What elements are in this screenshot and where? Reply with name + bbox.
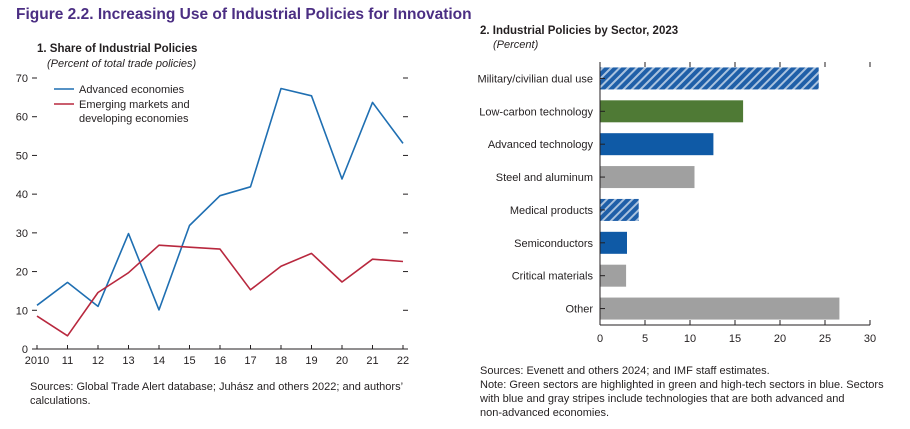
chart2-subtitle: (Percent) xyxy=(493,39,539,51)
chart1-subtitle: (Percent of total trade policies) xyxy=(47,58,197,70)
chart2-xtick-label: 15 xyxy=(729,333,741,345)
chart2-xtick-label: 0 xyxy=(597,333,603,345)
chart2-category-label: Steel and aluminum xyxy=(496,172,593,184)
right-note-line: non-advanced economies. xyxy=(480,407,610,419)
bar-critical-materials xyxy=(600,264,627,287)
chart2-category-label: Advanced technology xyxy=(488,139,594,151)
chart2-category-label: Semiconductors xyxy=(514,238,593,250)
chart2-xtick-label: 30 xyxy=(864,333,876,345)
chart1-title: 1. Share of Industrial Policies xyxy=(37,43,197,55)
chart1-xtick-label: 22 xyxy=(397,355,409,367)
chart2-category-label: Medical products xyxy=(510,205,594,217)
chart1-ytick-label: 60 xyxy=(16,112,28,124)
bar-chart-policies-by-sector: 2. Industrial Policies by Sector, 2023 (P… xyxy=(477,25,876,345)
right-note-line: Note: Green sectors are highlighted in g… xyxy=(480,379,884,391)
chart2-xtick-label: 20 xyxy=(774,333,786,345)
chart1-xtick-label: 13 xyxy=(122,355,134,367)
chart1-xtick-label: 14 xyxy=(153,355,165,367)
chart2-xtick-label: 10 xyxy=(684,333,696,345)
chart1-xtick-label: 20 xyxy=(336,355,348,367)
chart1-ytick-label: 40 xyxy=(16,189,28,201)
right-note-line: with blue and gray stripes include techn… xyxy=(480,393,845,405)
chart1-ytick-label: 70 xyxy=(16,73,28,85)
chart1-ytick-label: 10 xyxy=(16,305,28,317)
chart2-category-label: Military/civilian dual use xyxy=(477,73,593,85)
chart1-ytick-label: 30 xyxy=(16,228,28,240)
bar-advanced-technology xyxy=(600,133,714,156)
chart1-xtick-label: 11 xyxy=(62,355,73,367)
left-sources: Sources: Global Trade Alert database; Ju… xyxy=(30,380,420,408)
chart2-category-label: Critical materials xyxy=(512,271,594,283)
chart2-xtick-label: 5 xyxy=(642,333,648,345)
chart1-xtick-label: 18 xyxy=(275,355,287,367)
line-chart-industrial-policies: 1. Share of Industrial Policies (Percent … xyxy=(16,43,409,367)
bar-medical-products xyxy=(600,198,639,221)
chart2-category-label: Low-carbon technology xyxy=(479,106,593,118)
figure-title: Figure 2.2. Increasing Use of Industrial… xyxy=(16,6,472,23)
series-line-advanced-economies xyxy=(36,87,404,311)
bar-low-carbon-technology xyxy=(600,100,744,123)
bar-other xyxy=(600,297,840,320)
bar-semiconductors xyxy=(600,231,627,254)
legend-label-advanced: Advanced economies xyxy=(79,84,185,96)
right-sources-notes: Sources: Evenett and others 2024; and IM… xyxy=(480,364,900,420)
chart2-category-label: Other xyxy=(565,304,593,316)
bar-military-civilian-dual-use xyxy=(600,67,819,90)
chart1-xtick-label: 16 xyxy=(214,355,226,367)
chart1-xtick-label: 17 xyxy=(244,355,256,367)
legend-label-emerging: Emerging markets and xyxy=(79,99,190,111)
right-sources: Sources: Evenett and others 2024; and IM… xyxy=(480,365,770,377)
chart1-ytick-label: 20 xyxy=(16,267,28,279)
chart1-ytick-label: 0 xyxy=(22,344,28,356)
legend-label-emerging-2: developing economies xyxy=(79,113,189,125)
bar-steel-and-aluminum xyxy=(600,166,695,189)
left-sources-line: calculations. xyxy=(30,395,91,407)
chart1-xtick-label: 2010 xyxy=(25,355,49,367)
series-line-emerging-markets xyxy=(36,244,404,337)
chart2-title: 2. Industrial Policies by Sector, 2023 xyxy=(480,25,678,37)
chart1-xtick-label: 15 xyxy=(183,355,195,367)
chart1-xtick-label: 19 xyxy=(305,355,317,367)
chart1-xtick-label: 21 xyxy=(366,355,378,367)
chart2-xtick-label: 25 xyxy=(819,333,831,345)
chart1-xtick-label: 12 xyxy=(92,355,104,367)
chart1-ytick-label: 50 xyxy=(16,150,28,162)
left-sources-line: Sources: Global Trade Alert database; Ju… xyxy=(30,381,404,393)
